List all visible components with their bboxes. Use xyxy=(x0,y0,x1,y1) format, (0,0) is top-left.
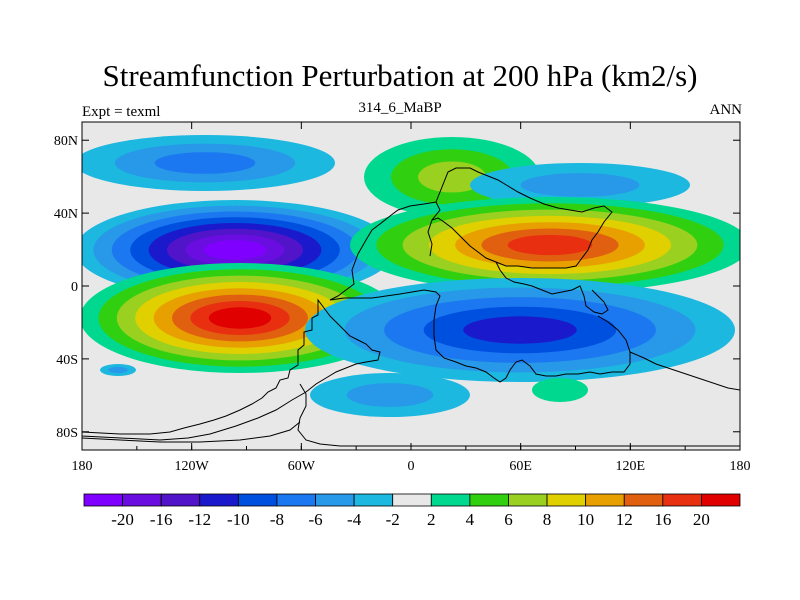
colorbar-label: 4 xyxy=(466,510,475,529)
colorbar-label: 20 xyxy=(693,510,710,529)
coastline-eurasia xyxy=(431,167,613,269)
colorbar-swatch xyxy=(160,493,201,507)
colorbar-label: 2 xyxy=(427,510,436,529)
x-tick-label: 120W xyxy=(175,459,210,474)
y-tick-label: 0 xyxy=(71,280,78,295)
coastline-africa-west xyxy=(329,289,631,383)
contour-cell-2 xyxy=(470,163,690,207)
coastline-antarctica xyxy=(297,383,740,447)
colorbar-swatch xyxy=(430,493,471,507)
colorbar-swatch xyxy=(122,493,162,507)
colorbar-label: -2 xyxy=(386,510,400,529)
x-tick-label: 180 xyxy=(730,459,751,474)
colorbar-swatch xyxy=(392,493,432,507)
colorbar-label: 8 xyxy=(543,510,552,529)
colorbar-label: -8 xyxy=(270,510,284,529)
contour-band xyxy=(154,152,256,174)
coastline-south-asia xyxy=(495,261,609,315)
colorbar-label: -20 xyxy=(111,510,134,529)
colorbar-swatch xyxy=(546,493,587,507)
colorbar-swatch xyxy=(585,493,625,507)
x-tick-label: 180 xyxy=(72,459,93,474)
contour-band xyxy=(463,316,577,344)
colorbar-swatch xyxy=(508,493,548,507)
coastline-layer xyxy=(82,167,740,447)
contour-cell-8 xyxy=(532,378,588,402)
contour-band xyxy=(520,173,640,197)
colorbar-swatch xyxy=(469,493,509,507)
y-tick-label: 80N xyxy=(54,134,78,149)
colorbar-label: 12 xyxy=(616,510,633,529)
contour-band xyxy=(203,240,267,260)
colorbar-label: -4 xyxy=(347,510,362,529)
coastline-australia xyxy=(629,351,740,391)
contour-band xyxy=(418,161,486,193)
chart-title: Streamfunction Perturbation at 200 hPa (… xyxy=(102,58,698,93)
contour-fill-layer xyxy=(82,135,740,417)
colorbar-label: -16 xyxy=(150,510,173,529)
contour-band xyxy=(346,383,434,407)
colorbar: -20 -16 -12 -10 -8 -6 -4 -2 2 4 6 8 10 12 16 20 xyxy=(83,493,741,529)
coastline-antarctica-peninsula xyxy=(82,421,301,443)
colorbar-label: 6 xyxy=(504,510,513,529)
contour-cell-6 xyxy=(305,278,735,382)
colorbar-label: -6 xyxy=(308,510,322,529)
x-tick-label: 60W xyxy=(288,459,316,474)
colorbar-swatch xyxy=(662,493,702,507)
colorbar-label: 16 xyxy=(654,510,671,529)
y-axis: 80N 40N 0 40S 80S xyxy=(54,134,740,441)
colorbar-swatch xyxy=(237,493,278,507)
contour-cell-5 xyxy=(82,263,400,373)
colorbar-swatch xyxy=(276,493,316,507)
colorbar-swatch xyxy=(701,493,741,507)
contour-band xyxy=(507,234,593,256)
contour-cell-9 xyxy=(100,364,136,376)
coastline-south-america xyxy=(82,298,381,441)
season-label: ANN xyxy=(709,102,743,118)
contour-band xyxy=(208,307,272,329)
colorbar-swatch xyxy=(315,493,355,507)
colorbar-swatch xyxy=(623,493,664,507)
contour-cell-7 xyxy=(310,373,470,417)
y-tick-label: 80S xyxy=(56,426,78,441)
colorbar-label: 10 xyxy=(577,510,594,529)
contour-band xyxy=(108,366,128,374)
y-tick-label: 40S xyxy=(56,353,78,368)
x-tick-label: 60E xyxy=(509,459,532,474)
y-tick-label: 40N xyxy=(54,207,78,222)
colorbar-swatch xyxy=(353,493,394,507)
experiment-label: Expt = texml xyxy=(82,104,161,120)
contour-cell-0 xyxy=(82,135,335,191)
x-tick-label: 120E xyxy=(616,459,646,474)
colorbar-label: -10 xyxy=(227,510,250,529)
case-label: 314_6_MaBP xyxy=(358,100,442,116)
contour-band xyxy=(532,378,588,402)
x-axis: 180 120W 60W 0 60E 120E 180 xyxy=(72,122,751,474)
x-tick-label: 0 xyxy=(408,459,415,474)
colorbar-swatch xyxy=(199,493,239,507)
contour-cell-4 xyxy=(350,197,740,293)
colorbar-label: -12 xyxy=(188,510,211,529)
colorbar-swatch xyxy=(83,493,123,507)
